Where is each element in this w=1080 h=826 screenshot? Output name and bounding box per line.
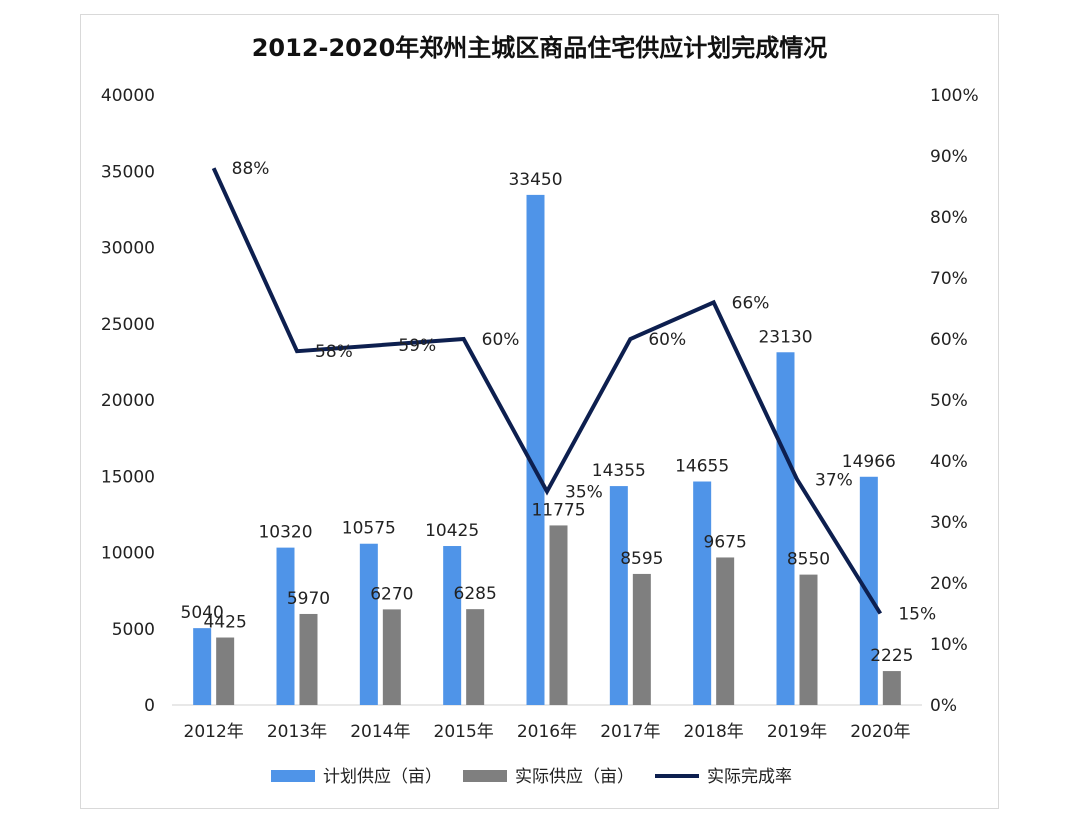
bar-planned	[193, 628, 212, 705]
x-tick-label: 2018年	[684, 722, 744, 742]
bar-actual-label: 8550	[787, 550, 830, 570]
y-left-tick-label: 25000	[101, 315, 155, 335]
y-left-tick-label: 20000	[101, 391, 155, 411]
bar-planned	[443, 546, 462, 705]
legend-label-rate: 实际完成率	[707, 767, 792, 787]
bar-actual	[882, 671, 901, 705]
x-tick-label: 2014年	[350, 722, 410, 742]
bar-planned	[859, 476, 878, 705]
bar-actual	[632, 573, 651, 705]
bar-planned-label: 14655	[675, 457, 729, 477]
bar-actual	[216, 637, 235, 705]
rate-label: 59%	[398, 336, 436, 356]
y-right-tick-label: 10%	[930, 635, 968, 655]
bar-planned-label: 10320	[258, 523, 312, 543]
y-left-tick-label: 10000	[101, 544, 155, 564]
rate-label: 35%	[565, 483, 603, 503]
bar-actual	[299, 613, 318, 705]
bar-planned	[693, 481, 712, 705]
bar-actual	[716, 557, 735, 705]
bar-planned	[776, 352, 795, 705]
bar-actual-label: 4425	[204, 613, 247, 633]
bar-actual-label: 5970	[287, 589, 330, 609]
x-tick-label: 2013年	[267, 722, 327, 742]
x-tick-label: 2020年	[850, 722, 910, 742]
x-tick-label: 2016年	[517, 722, 577, 742]
y-left-tick-label: 0	[144, 696, 155, 716]
y-right-tick-label: 80%	[930, 208, 968, 228]
rate-label: 60%	[648, 330, 686, 350]
bar-planned-label: 14966	[842, 452, 896, 472]
y-right-tick-label: 20%	[930, 574, 968, 594]
y-right-tick-label: 0%	[930, 696, 957, 716]
bar-planned	[609, 486, 628, 705]
y-left-tick-label: 5000	[112, 620, 155, 640]
bar-planned	[359, 543, 378, 705]
bar-actual-label: 11775	[531, 500, 585, 520]
x-tick-label: 2019年	[767, 722, 827, 742]
chart-title: 2012-2020年郑州主城区商品住宅供应计划完成情况	[251, 34, 828, 62]
bar-planned-label: 14355	[592, 461, 646, 481]
bar-actual	[799, 574, 818, 705]
bar-actual	[466, 609, 485, 705]
x-tick-label: 2017年	[600, 722, 660, 742]
rate-label: 60%	[482, 330, 520, 350]
x-tick-label: 2015年	[434, 722, 494, 742]
bar-actual	[382, 609, 401, 705]
rate-line	[211, 167, 883, 615]
rate-label: 66%	[732, 293, 770, 313]
bar-planned-label: 10425	[425, 521, 479, 541]
bar-planned-label: 33450	[508, 170, 562, 190]
y-left-tick-label: 35000	[101, 162, 155, 182]
rate-label: 58%	[315, 342, 353, 362]
legend-swatch-planned	[271, 770, 315, 782]
y-right-tick-label: 70%	[930, 269, 968, 289]
y-right-tick-label: 40%	[930, 452, 968, 472]
bar-planned	[526, 194, 545, 705]
y-right-tick-label: 100%	[930, 86, 979, 106]
y-right-tick-label: 60%	[930, 330, 968, 350]
y-left-tick-label: 15000	[101, 467, 155, 487]
x-tick-label: 2012年	[184, 722, 244, 742]
bar-actual-label: 2225	[870, 646, 913, 666]
y-right-tick-label: 90%	[930, 147, 968, 167]
bar-actual	[549, 525, 568, 705]
rate-label: 15%	[898, 605, 936, 625]
bar-planned-label: 5040	[181, 603, 224, 623]
bar-planned-label: 10575	[342, 519, 396, 539]
legend-label-planned: 计划供应（亩）	[323, 767, 442, 787]
legend-swatch-actual	[463, 770, 507, 782]
bar-actual-label: 6285	[454, 584, 497, 604]
legend-label-actual: 实际供应（亩）	[515, 767, 634, 787]
rate-label: 88%	[232, 159, 270, 179]
bar-actual-label: 8595	[620, 549, 663, 569]
y-left-tick-label: 30000	[101, 239, 155, 259]
rate-label: 37%	[815, 470, 853, 490]
bar-actual-label: 6270	[370, 584, 413, 604]
bar-actual-label: 9675	[704, 532, 747, 552]
y-left-tick-label: 40000	[101, 86, 155, 106]
bar-planned-label: 23130	[758, 327, 812, 347]
y-right-tick-label: 50%	[930, 391, 968, 411]
y-right-tick-label: 30%	[930, 513, 968, 533]
bar-planned	[276, 547, 295, 705]
